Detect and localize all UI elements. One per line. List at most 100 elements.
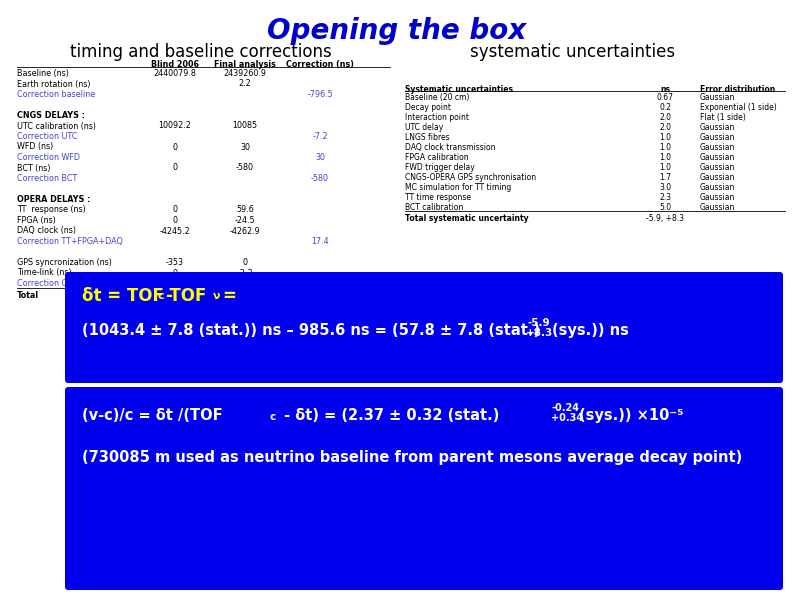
Text: -0.24: -0.24 xyxy=(552,403,580,413)
Text: Correction baseline: Correction baseline xyxy=(17,90,95,99)
Text: -TOF: -TOF xyxy=(165,287,206,305)
Text: Correction WFD: Correction WFD xyxy=(17,153,80,162)
Text: 10092.2: 10092.2 xyxy=(159,121,191,130)
Text: -353: -353 xyxy=(166,258,184,267)
Text: -5.9, +8.3: -5.9, +8.3 xyxy=(646,214,684,223)
Text: Gaussian: Gaussian xyxy=(700,183,735,192)
Text: 0.67: 0.67 xyxy=(657,93,673,102)
Text: 2439260.9: 2439260.9 xyxy=(223,69,267,78)
Text: 0: 0 xyxy=(242,258,248,267)
Text: DAQ clock (ns): DAQ clock (ns) xyxy=(17,227,76,236)
FancyBboxPatch shape xyxy=(65,387,783,590)
Text: 2440079.8: 2440079.8 xyxy=(153,69,196,78)
Text: 350.7: 350.7 xyxy=(309,279,331,288)
Text: DAQ clock transmission: DAQ clock transmission xyxy=(405,143,495,152)
Text: Blind 2006: Blind 2006 xyxy=(151,60,199,69)
FancyBboxPatch shape xyxy=(65,272,783,383)
Text: Total: Total xyxy=(17,290,39,299)
Text: -7.2: -7.2 xyxy=(312,132,328,141)
Text: 10085: 10085 xyxy=(233,121,257,130)
Text: Baseline (20 cm): Baseline (20 cm) xyxy=(405,93,469,102)
Text: Correction UTC: Correction UTC xyxy=(17,132,77,141)
Text: Opening the box: Opening the box xyxy=(268,17,526,45)
Text: - δt) = (2.37 ± 0.32 (stat.): - δt) = (2.37 ± 0.32 (stat.) xyxy=(279,408,504,423)
Text: FPGA (ns): FPGA (ns) xyxy=(17,216,56,225)
Text: ns: ns xyxy=(660,85,670,94)
Text: 2.2: 2.2 xyxy=(239,80,252,89)
Text: 3.0: 3.0 xyxy=(659,183,671,192)
Text: Gaussian: Gaussian xyxy=(700,193,735,202)
Text: Gaussian: Gaussian xyxy=(700,133,735,142)
Text: BCT calibration: BCT calibration xyxy=(405,203,464,212)
Text: LNGS fibres: LNGS fibres xyxy=(405,133,449,142)
Text: -5.9: -5.9 xyxy=(528,318,550,328)
Text: Final analysis: Final analysis xyxy=(214,60,276,69)
Text: ν: ν xyxy=(213,291,221,301)
Text: -580: -580 xyxy=(311,174,329,183)
Text: 1.7: 1.7 xyxy=(659,173,671,182)
Text: c: c xyxy=(157,291,164,301)
Text: GPS syncronization (ns): GPS syncronization (ns) xyxy=(17,258,112,267)
Text: -4262.9: -4262.9 xyxy=(229,227,260,236)
Text: Gaussian: Gaussian xyxy=(700,203,735,212)
Text: Correction (ns): Correction (ns) xyxy=(286,60,354,69)
Text: 0.2: 0.2 xyxy=(659,103,671,112)
Text: -4245.2: -4245.2 xyxy=(160,227,191,236)
Text: UTC delay: UTC delay xyxy=(405,123,443,132)
Text: CNGS DELAYS :: CNGS DELAYS : xyxy=(17,111,85,120)
Text: (sys.)) ×10⁻⁵: (sys.)) ×10⁻⁵ xyxy=(579,408,684,423)
Text: Exponential (1 side): Exponential (1 side) xyxy=(700,103,777,112)
Text: 0: 0 xyxy=(172,268,178,277)
Text: 1.0: 1.0 xyxy=(659,133,671,142)
Text: WFD (ns): WFD (ns) xyxy=(17,142,53,152)
Text: TT time response: TT time response xyxy=(405,193,471,202)
Text: 2.0: 2.0 xyxy=(659,113,671,122)
Text: Correction BCT: Correction BCT xyxy=(17,174,77,183)
Text: Flat (1 side): Flat (1 side) xyxy=(700,113,746,122)
Text: Decay point: Decay point xyxy=(405,103,451,112)
Text: CNGS-OPERA GPS synchronisation: CNGS-OPERA GPS synchronisation xyxy=(405,173,536,182)
Text: (730085 m used as neutrino baseline from parent mesons average decay point): (730085 m used as neutrino baseline from… xyxy=(82,450,742,465)
Text: +0.34: +0.34 xyxy=(551,413,583,423)
Text: Interaction point: Interaction point xyxy=(405,113,469,122)
Text: Correction GPS: Correction GPS xyxy=(17,279,78,288)
Text: 5.0: 5.0 xyxy=(659,203,671,212)
Text: 0: 0 xyxy=(172,164,178,173)
Text: BCT (ns): BCT (ns) xyxy=(17,164,51,173)
Text: Gaussian: Gaussian xyxy=(700,153,735,162)
Text: -24.5: -24.5 xyxy=(235,216,256,225)
Text: Gaussian: Gaussian xyxy=(700,123,735,132)
Text: =: = xyxy=(222,287,236,305)
Text: 0: 0 xyxy=(172,216,178,225)
Text: (1043.4 ± 7.8 (stat.)) ns – 985.6 ns = (57.8 ± 7.8 (stat.): (1043.4 ± 7.8 (stat.)) ns – 985.6 ns = (… xyxy=(82,323,545,338)
Text: Error distribution: Error distribution xyxy=(700,85,775,94)
Text: 0: 0 xyxy=(172,205,178,215)
Text: timing and baseline corrections: timing and baseline corrections xyxy=(70,43,332,61)
Text: Gaussian: Gaussian xyxy=(700,143,735,152)
Text: TT  response (ns): TT response (ns) xyxy=(17,205,86,215)
Text: 1.0: 1.0 xyxy=(659,143,671,152)
Text: 1.0: 1.0 xyxy=(659,153,671,162)
Text: -955.6: -955.6 xyxy=(307,290,333,299)
Text: -2.3: -2.3 xyxy=(237,268,252,277)
Text: OPERA DELAYS :: OPERA DELAYS : xyxy=(17,195,91,204)
Text: 17.4: 17.4 xyxy=(311,237,329,246)
Text: 30: 30 xyxy=(315,153,325,162)
Text: δt = TOF: δt = TOF xyxy=(82,287,164,305)
Text: UTC calibration (ns): UTC calibration (ns) xyxy=(17,121,96,130)
Text: Gaussian: Gaussian xyxy=(700,93,735,102)
Text: 59.6: 59.6 xyxy=(236,205,254,215)
Text: FWD trigger delay: FWD trigger delay xyxy=(405,163,475,172)
Text: (v-c)/c = δt /(TOF: (v-c)/c = δt /(TOF xyxy=(82,408,222,423)
Text: systematic uncertainties: systematic uncertainties xyxy=(470,43,675,61)
Text: (sys.)) ns: (sys.)) ns xyxy=(552,323,629,338)
Text: Systematic uncertainties: Systematic uncertainties xyxy=(405,85,513,94)
Text: c: c xyxy=(270,412,276,422)
Text: 0: 0 xyxy=(172,142,178,152)
Text: 2.3: 2.3 xyxy=(659,193,671,202)
Text: Earth rotation (ns): Earth rotation (ns) xyxy=(17,80,91,89)
Text: Correction TT+FPGA+DAQ: Correction TT+FPGA+DAQ xyxy=(17,237,123,246)
Text: Baseline (ns): Baseline (ns) xyxy=(17,69,69,78)
Text: 1.0: 1.0 xyxy=(659,163,671,172)
Text: 30: 30 xyxy=(240,142,250,152)
